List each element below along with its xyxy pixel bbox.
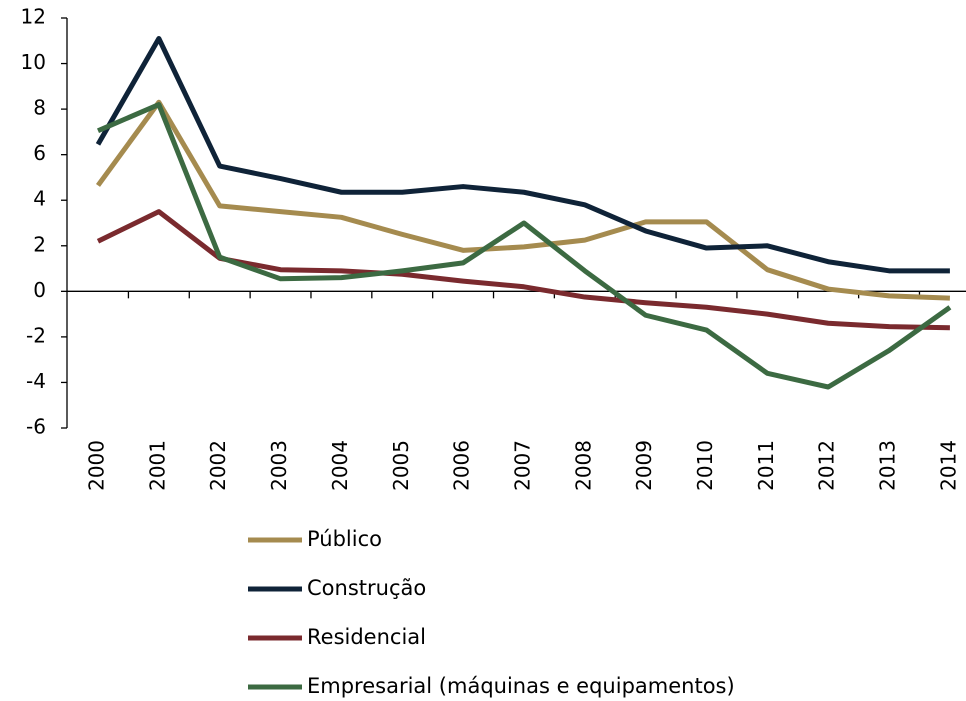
x-tick-label: 2013 — [876, 440, 900, 491]
y-tick-label: 8 — [33, 96, 46, 120]
x-tick-label: 2014 — [936, 440, 960, 491]
x-tick-label: 2007 — [510, 440, 534, 491]
y-tick-label: -6 — [26, 415, 46, 439]
x-tick-label: 2006 — [450, 440, 474, 491]
x-tick-label: 2010 — [693, 440, 717, 491]
y-tick-label: 6 — [33, 141, 46, 165]
y-tick-label: 10 — [21, 50, 46, 74]
y-tick-label: 2 — [33, 232, 46, 256]
line-series — [96, 209, 950, 331]
y-tick-label: 12 — [21, 5, 46, 29]
line-series — [95, 36, 950, 274]
x-tick-label: 2012 — [815, 440, 839, 491]
legend-label: Residencial — [307, 625, 426, 649]
x-tick-label: 2004 — [328, 440, 352, 491]
x-tick-label: 2001 — [145, 440, 169, 491]
legend-label: Empresarial (máquinas e equipamentos) — [307, 674, 735, 698]
x-tick-label: 2002 — [206, 440, 230, 491]
line-series — [97, 102, 952, 390]
x-tick-label: 2011 — [754, 440, 778, 491]
line-series — [95, 99, 950, 301]
x-tick-label: 2003 — [267, 440, 291, 491]
y-tick-label: 0 — [33, 278, 46, 302]
legend-label: Público — [307, 527, 382, 551]
y-tick-label: -4 — [26, 369, 46, 393]
x-tick-label: 2009 — [632, 440, 656, 491]
x-tick-label: 2008 — [571, 440, 595, 491]
x-tick-label: 2000 — [85, 440, 109, 491]
legend-label: Construção — [307, 576, 426, 600]
y-tick-label: 4 — [33, 187, 46, 211]
x-tick-label: 2005 — [389, 440, 413, 491]
y-tick-label: -2 — [26, 323, 46, 347]
